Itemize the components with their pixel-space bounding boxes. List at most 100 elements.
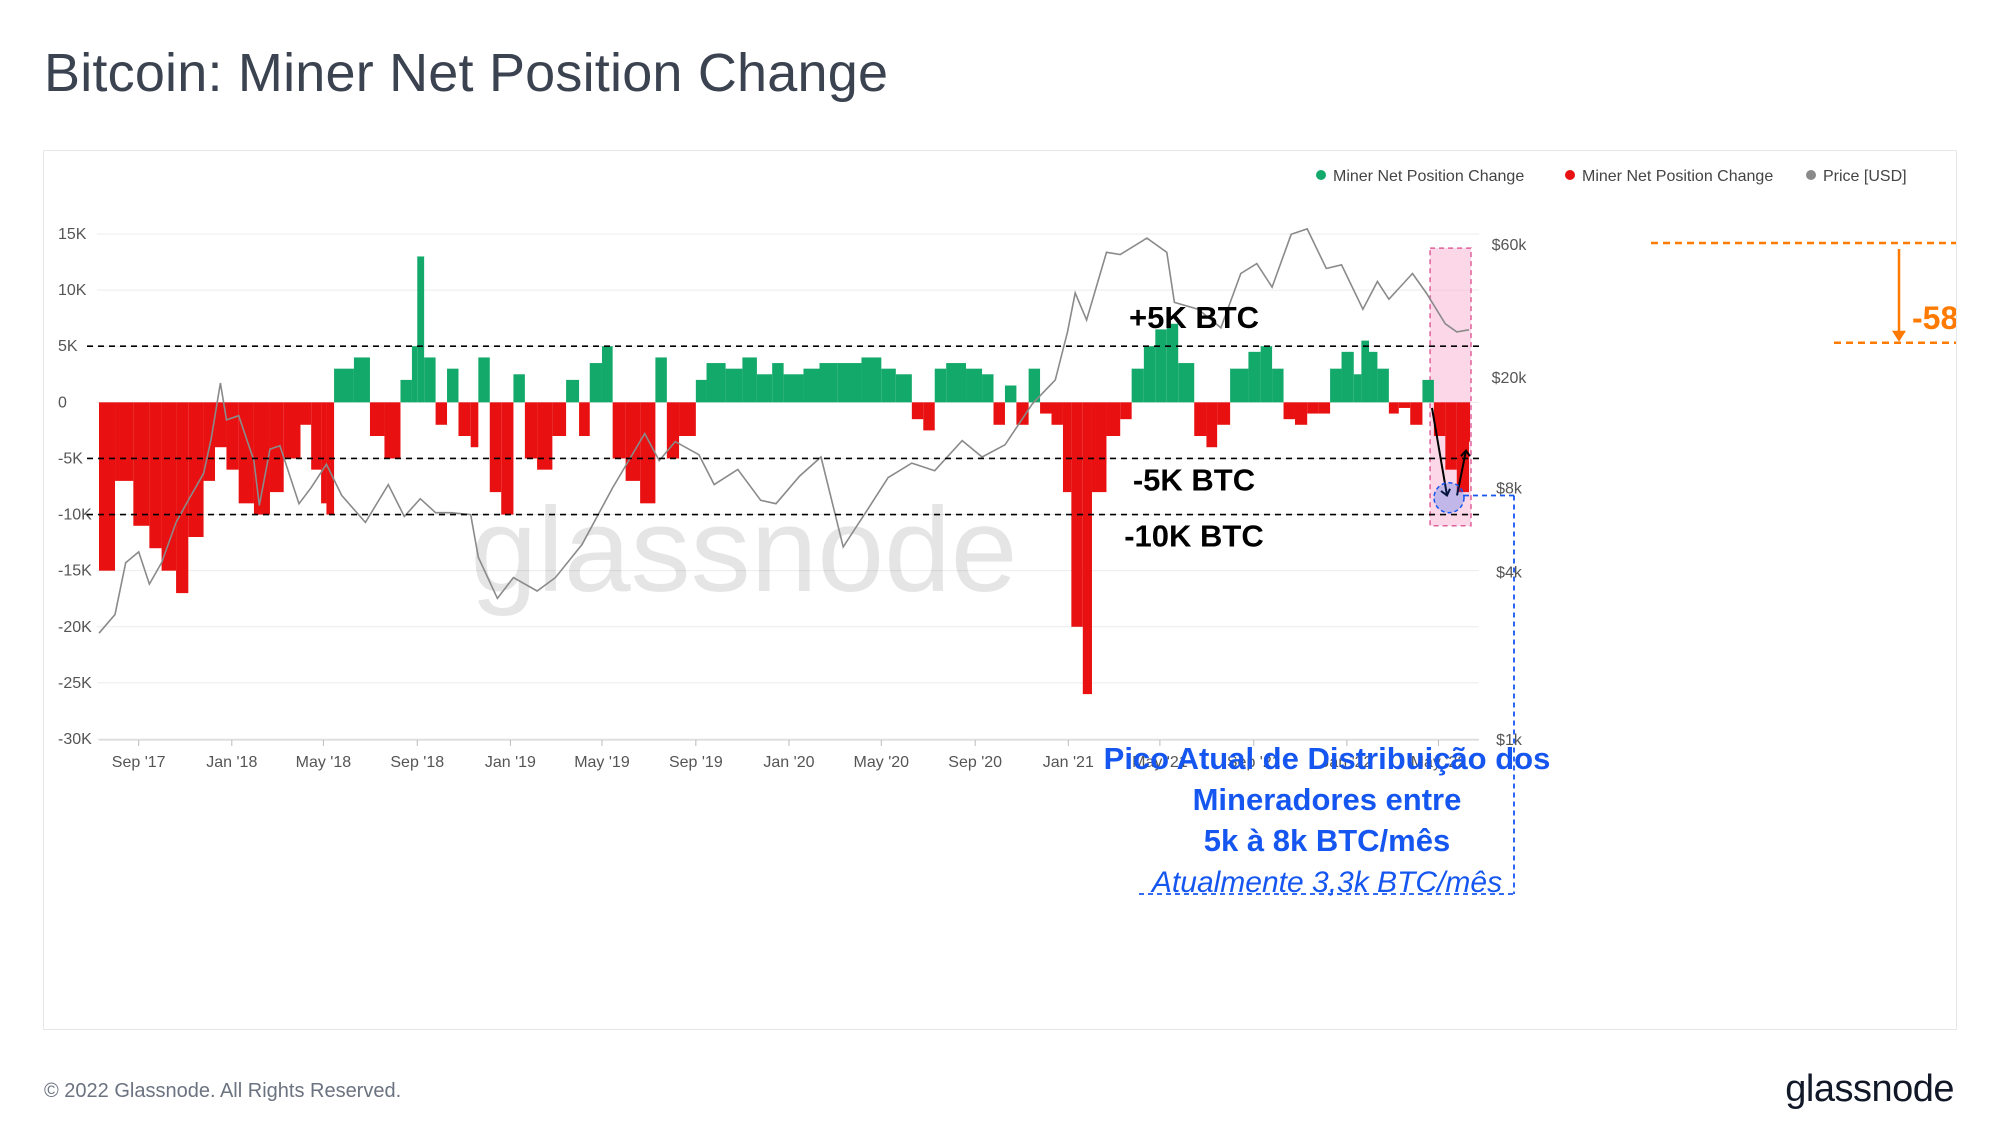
y-right-tick-label: $1k	[1496, 732, 1523, 749]
callout-line: Pico Atual de Distribuição dos	[1104, 741, 1551, 776]
bar	[1398, 402, 1411, 408]
price-line	[98, 227, 1470, 634]
bar	[895, 374, 912, 403]
bar	[1106, 402, 1121, 436]
bar	[1410, 402, 1423, 425]
bar	[861, 357, 882, 403]
bar	[1294, 402, 1308, 425]
current-distribution-marker	[1433, 481, 1465, 514]
bar	[99, 402, 116, 571]
x-tick-label: Sep '18	[390, 754, 444, 771]
bar	[1143, 346, 1156, 403]
bar	[1330, 368, 1342, 403]
bar	[447, 368, 459, 403]
bar	[552, 402, 567, 436]
x-tick-label: May '18	[296, 754, 352, 771]
x-tick-label: May '19	[574, 754, 630, 771]
bar	[424, 357, 436, 403]
bar	[524, 402, 538, 459]
bar	[369, 402, 385, 436]
legend-label-positive: Miner Net Position Change	[1333, 168, 1524, 185]
bar	[417, 256, 425, 403]
bar	[1456, 402, 1469, 493]
bar	[311, 402, 322, 470]
x-tick-label: Jan '18	[206, 754, 257, 771]
bar	[1131, 368, 1144, 403]
bar	[458, 402, 471, 436]
bar-series	[99, 256, 1470, 695]
bar	[203, 402, 216, 481]
bar	[1353, 374, 1362, 403]
x-tick-label: Sep '19	[669, 754, 723, 771]
watermark: glassnode	[470, 483, 1017, 617]
bar	[1040, 402, 1052, 414]
legend: Miner Net Position Change Miner Net Posi…	[1316, 168, 1907, 185]
bar	[881, 368, 896, 403]
bar	[666, 402, 680, 459]
bar	[911, 402, 924, 420]
bar	[625, 402, 641, 481]
bar	[215, 402, 227, 448]
y-right-tick-label: $60k	[1492, 237, 1528, 254]
chart-panel: Miner Net Position Change Miner Net Posi…	[43, 150, 1957, 1030]
y-tick-label: -20K	[58, 619, 92, 636]
bar	[1028, 368, 1041, 403]
miner-net-position-chart: Miner Net Position Change Miner Net Posi…	[58, 168, 1956, 899]
reference-line-label: -5K BTC	[1133, 462, 1255, 497]
y-tick-label: -30K	[58, 731, 92, 748]
bar	[837, 363, 862, 403]
bar	[640, 402, 656, 504]
bar	[353, 357, 370, 403]
x-tick-label: Sep '17	[112, 754, 166, 771]
y-tick-label: 10K	[58, 282, 87, 299]
bar	[161, 402, 177, 571]
trend-arrowhead-down	[1440, 488, 1451, 498]
bar	[513, 374, 525, 403]
bar	[384, 402, 401, 459]
bar	[188, 402, 204, 537]
bar	[133, 402, 150, 526]
bar	[1051, 402, 1063, 425]
bar	[537, 402, 553, 470]
bar	[400, 379, 412, 403]
bar	[655, 357, 667, 403]
x-tick-label: Jan '21	[1043, 754, 1094, 771]
trend-arrow-up	[1456, 450, 1467, 496]
bar	[923, 402, 935, 431]
bar	[1377, 368, 1389, 403]
bar	[1307, 402, 1319, 414]
y-axis-right: $60k $20k $8k $4k $1k	[1492, 237, 1528, 749]
x-axis: Sep '17 Jan '18 May '18 Sep '18 Jan '19 May '…	[99, 739, 1479, 771]
bar	[1445, 402, 1457, 470]
y-tick-label: 5K	[58, 338, 78, 355]
bar	[1388, 402, 1399, 414]
reference-line-label: +5K BTC	[1129, 300, 1259, 335]
bar	[1166, 323, 1179, 403]
bar	[579, 402, 590, 436]
bar	[725, 368, 743, 403]
y-right-tick-label: $4k	[1496, 564, 1523, 581]
bar	[1194, 402, 1207, 436]
bar	[253, 402, 270, 515]
bar	[1433, 402, 1446, 436]
bar	[226, 402, 239, 470]
bar	[1004, 385, 1017, 403]
bar	[742, 357, 757, 403]
x-tick-label: Sep '21	[1227, 754, 1281, 771]
bar	[411, 346, 418, 403]
bar	[601, 346, 613, 403]
annotations: -58% Pico Atual de Distribuição dos Minera…	[1104, 241, 1956, 899]
bar	[1361, 340, 1370, 403]
drawdown-label: -58%	[1912, 300, 1956, 336]
bar	[772, 363, 784, 403]
bar	[176, 402, 189, 594]
bar	[149, 402, 162, 549]
bar	[334, 368, 354, 403]
bar	[819, 363, 838, 403]
y-tick-label: 15K	[58, 226, 87, 243]
bar	[1155, 329, 1167, 403]
bar	[1082, 402, 1092, 695]
bar	[695, 379, 707, 403]
bar	[966, 368, 983, 403]
legend-label-negative: Miner Net Position Change	[1582, 168, 1773, 185]
